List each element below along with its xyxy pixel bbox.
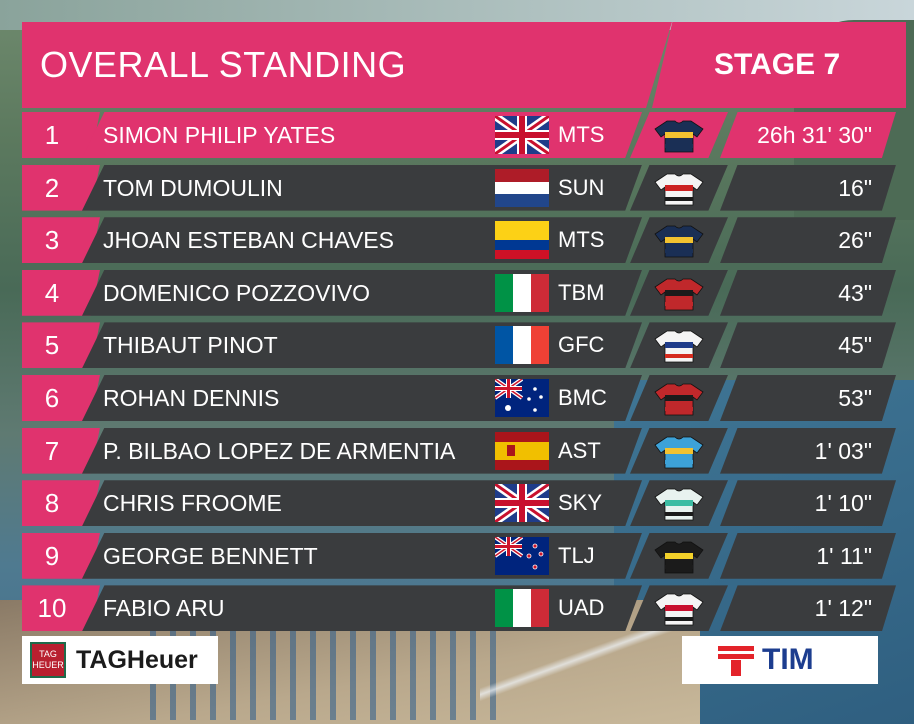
rank-number: 4: [44, 277, 60, 308]
italy-flag-icon: [495, 273, 549, 312]
france-flag-icon: [495, 326, 549, 365]
rank-number: 9: [44, 540, 60, 571]
time-gap: 1' 12": [814, 595, 872, 622]
astana-jersey-icon: [653, 435, 705, 469]
sky-jersey-icon: [653, 487, 705, 521]
time-gap: 45": [838, 332, 872, 359]
time-gap: 26": [838, 227, 872, 254]
tag-heuer-badge-text: TAG HEUER: [32, 649, 64, 670]
uae-emirates-jersey-icon: [653, 592, 705, 626]
rank-number: 7: [44, 435, 60, 466]
table-row: 1 SIMON PHILIP YATES MTS 26h 31' 30": [22, 112, 902, 158]
australia-flag-icon: [495, 379, 549, 417]
header-stage-banner: STAGE 7: [652, 22, 906, 108]
team-code: GFC: [558, 332, 605, 358]
header-title-banner: OVERALL STANDING: [22, 22, 672, 108]
table-row: 4 DOMENICO POZZOVIVO TBM 43": [22, 269, 902, 316]
rider-name: FABIO ARU: [103, 595, 225, 622]
tim-logo: TIM: [682, 636, 878, 684]
rank-number: 2: [44, 172, 60, 203]
groupama-fdj-jersey-icon: [653, 329, 705, 363]
tag-heuer-badge-icon: TAG HEUER: [30, 642, 66, 678]
table-row: 5 THIBAUT PINOT GFC 45": [22, 322, 902, 369]
time-box: [720, 269, 896, 316]
sunweb-jersey-icon: [653, 172, 705, 206]
tag-heuer-logo: TAG HEUER TAGHeuer: [22, 636, 218, 684]
time-box: [720, 375, 896, 421]
time-box: [720, 322, 896, 369]
tag-heuer-wordmark: TAGHeuer: [76, 646, 198, 674]
team-code: MTS: [558, 122, 605, 147]
tim-mark-icon: [718, 646, 754, 676]
uk-flag-icon: [495, 116, 549, 154]
rank-number: 3: [44, 225, 60, 256]
time-box: [720, 480, 896, 527]
time-gap: 26h 31' 30": [757, 122, 872, 148]
time-gap: 53": [838, 385, 872, 411]
rider-name: GEORGE BENNETT: [103, 542, 318, 569]
rider-name: DOMENICO POZZOVIVO: [103, 279, 371, 306]
spain-flag-icon: [495, 431, 549, 470]
italy-flag-icon: [495, 589, 549, 628]
page-title: OVERALL STANDING: [40, 44, 407, 85]
table-row: 2 TOM DUMOULIN SUN 16": [22, 164, 902, 211]
mitchelton-scott-jersey-icon: [653, 119, 705, 153]
rider-name: THIBAUT PINOT: [103, 332, 278, 359]
table-row: 3 JHOAN ESTEBAN CHAVES MTS 26": [22, 217, 902, 264]
team-code: TLJ: [558, 542, 595, 568]
uk-flag-icon: [495, 484, 549, 523]
netherlands-flag-icon: [495, 168, 549, 207]
lottonl-jumbo-jersey-icon: [653, 540, 705, 574]
team-code: TBM: [558, 279, 605, 305]
rider-name: SIMON PHILIP YATES: [103, 122, 336, 148]
time-gap: 1' 03": [814, 437, 872, 464]
mitchelton-scott-jersey-icon: [653, 224, 705, 258]
rank-number: 8: [44, 488, 60, 519]
team-code: AST: [558, 437, 601, 463]
rider-name: ROHAN DENNIS: [103, 385, 280, 411]
team-code: MTS: [558, 227, 605, 253]
stage-label: STAGE 7: [714, 48, 841, 81]
rider-name: P. BILBAO LOPEZ DE ARMENTIA: [103, 437, 456, 464]
table-row: 10 FABIO ARU UAD 1' 12": [22, 585, 902, 632]
rank-number: 10: [37, 593, 67, 624]
colombia-flag-icon: [495, 221, 549, 260]
team-code: SUN: [558, 174, 605, 200]
new-zealand-flag-icon: [495, 536, 549, 575]
tim-wordmark: TIM: [762, 643, 814, 676]
rider-name: JHOAN ESTEBAN CHAVES: [103, 227, 394, 254]
time-box: [720, 585, 896, 632]
table-row: 8 CHRIS FROOME SKY 1' 10": [22, 480, 902, 527]
team-code: UAD: [558, 595, 605, 621]
team-code: SKY: [558, 490, 603, 516]
time-gap: 16": [838, 174, 872, 201]
time-box: [720, 164, 896, 211]
rider-name: TOM DUMOULIN: [103, 174, 283, 201]
time-box: [720, 112, 896, 158]
time-gap: 43": [838, 279, 872, 306]
table-row: 6 ROHAN DENNIS BMC 53": [22, 375, 902, 421]
time-box: [720, 427, 896, 474]
time-box: [720, 217, 896, 264]
rider-name: CHRIS FROOME: [103, 490, 282, 517]
team-code: BMC: [558, 385, 607, 410]
rank-number: 6: [44, 383, 60, 413]
time-gap: 1' 11": [816, 542, 872, 569]
bmc-jersey-icon: [653, 382, 705, 416]
time-box: [720, 532, 896, 579]
bahrain-merida-jersey-icon: [653, 277, 705, 311]
table-row: 7 P. BILBAO LOPEZ DE ARMENTIA AST 1' 03": [22, 427, 902, 474]
time-gap: 1' 10": [814, 490, 872, 517]
rank-number: 5: [44, 330, 60, 361]
table-row: 9 GEORGE BENNETT TLJ 1' 11": [22, 532, 902, 579]
rank-number: 1: [44, 120, 60, 150]
